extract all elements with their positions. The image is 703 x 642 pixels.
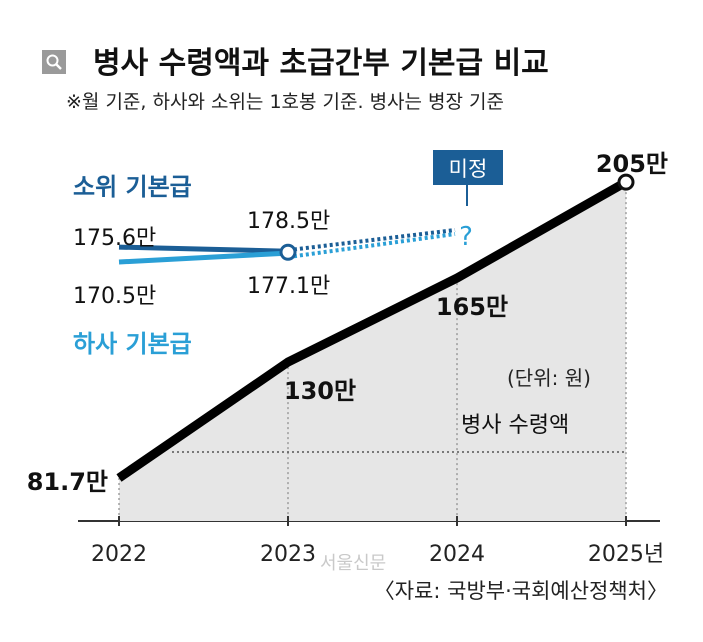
plot-area: 2022 2023 2024 2025년 81.7만 130만 165만 205만 175.6만… xyxy=(27,150,668,567)
x-tick-label: 2023 xyxy=(260,542,316,567)
search-icon xyxy=(42,50,66,74)
data-label: 165만 xyxy=(436,293,508,321)
projection-dashed-staff-sergeant xyxy=(287,232,456,260)
data-label: 178.5만 xyxy=(247,209,330,234)
area-fill xyxy=(119,182,626,521)
chart-note: ※월 기준, 하사와 소위는 1호봉 기준. 병사는 병장 기준 xyxy=(66,91,504,113)
legend-label-soldier-pay: 병사 수령액 xyxy=(461,413,569,438)
legend-label-staff-sergeant: 하사 기본급 xyxy=(73,330,192,358)
legend-label-second-lieutenant: 소위 기본급 xyxy=(73,173,192,201)
undecided-label: 미정 xyxy=(449,157,488,181)
data-label: 205만 xyxy=(596,150,668,178)
projection-dashed-second-lieutenant xyxy=(287,228,456,253)
data-point xyxy=(617,173,635,191)
data-label: 177.1만 xyxy=(247,274,330,299)
series-line-soldier-pay xyxy=(116,178,629,482)
x-tick-label: 2025년 xyxy=(588,542,664,567)
data-label: 175.6만 xyxy=(73,226,156,251)
x-tick-label: 2022 xyxy=(91,542,147,567)
series-line-staff-sergeant xyxy=(118,250,289,265)
question-mark: ? xyxy=(459,222,473,252)
data-label: 81.7만 xyxy=(27,468,108,496)
data-label: 170.5만 xyxy=(73,284,156,309)
chart-title: 병사 수령액과 초급간부 기본급 비교 xyxy=(93,46,549,81)
undecided-badge: 미정 xyxy=(433,150,503,206)
watermark: 서울신문 xyxy=(320,553,386,574)
series-line-second-lieutenant xyxy=(118,244,289,254)
unit-label: (단위: 원) xyxy=(507,366,591,390)
data-label: 130만 xyxy=(284,377,356,405)
source-note: 〈자료: 국방부·국회예산정책처〉 xyxy=(374,579,668,603)
data-point xyxy=(279,243,297,261)
x-tick-label: 2024 xyxy=(429,542,485,567)
